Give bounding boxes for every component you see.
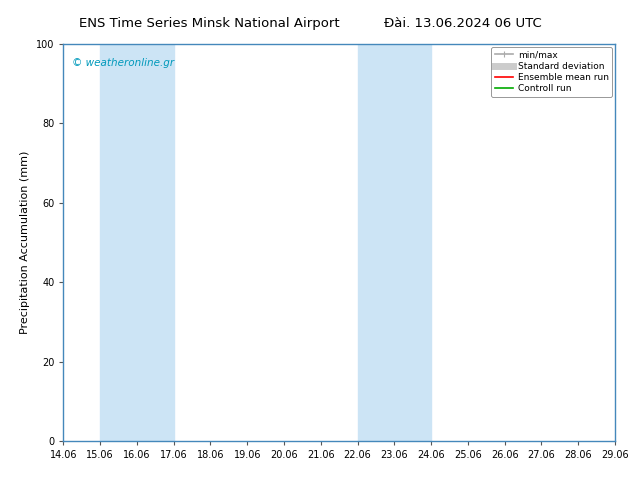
Text: Đài. 13.06.2024 06 UTC: Đài. 13.06.2024 06 UTC	[384, 17, 541, 30]
Text: © weatheronline.gr: © weatheronline.gr	[72, 58, 174, 68]
Bar	[100, 44, 174, 441]
Y-axis label: Precipitation Accumulation (mm): Precipitation Accumulation (mm)	[20, 151, 30, 334]
Text: ENS Time Series Minsk National Airport: ENS Time Series Minsk National Airport	[79, 17, 340, 30]
Bar	[358, 44, 431, 441]
Legend: min/max, Standard deviation, Ensemble mean run, Controll run: min/max, Standard deviation, Ensemble me…	[491, 47, 612, 97]
